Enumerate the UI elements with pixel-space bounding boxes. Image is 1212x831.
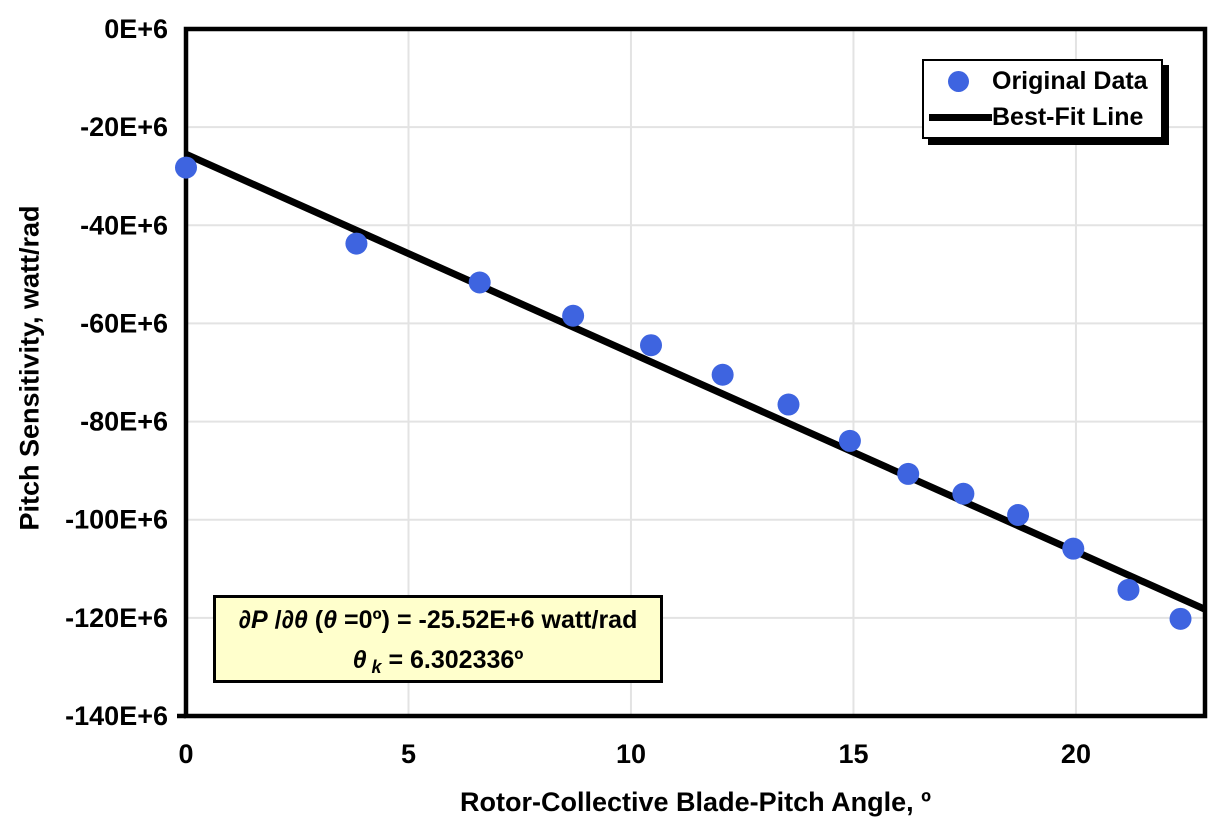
- x-axis-title: Rotor-Collective Blade-Pitch Angle, º: [460, 787, 931, 817]
- y-tick-label: -120E+6: [65, 603, 168, 633]
- legend-marker-cell: [924, 113, 992, 121]
- annotation-text-segment: (: [307, 606, 324, 634]
- data-point: [711, 363, 734, 386]
- data-point: [640, 334, 663, 357]
- annotation-text-segment: θ: [352, 646, 367, 674]
- best-fit-line: [184, 151, 1207, 613]
- annotation-text-segment: k: [366, 657, 382, 677]
- annotation-text-segment: ∂P: [238, 606, 268, 634]
- x-tick-label: 10: [616, 739, 646, 769]
- annotation-box: ∂P /∂θ (θ =0º) = -25.52E+6 watt/rad θ k …: [213, 595, 663, 683]
- data-point: [897, 462, 920, 485]
- legend-label-best-fit-line: Best-Fit Line: [992, 102, 1144, 131]
- y-tick-label: -80E+6: [80, 407, 168, 437]
- annotation-line-2: θ k = 6.302336º: [216, 640, 660, 687]
- x-tick-label: 5: [401, 739, 416, 769]
- legend-entry-best-fit-line: Best-Fit Line: [924, 101, 1161, 133]
- annotation-text-segment: = 6.302336º: [381, 646, 524, 674]
- data-point: [777, 393, 800, 416]
- data-point: [562, 304, 585, 327]
- scatter-marker-icon: [947, 70, 969, 92]
- y-tick-label: -60E+6: [80, 308, 168, 338]
- annotation-line-1: ∂P /∂θ (θ =0º) = -25.52E+6 watt/rad: [216, 600, 660, 640]
- legend-marker-cell: [924, 70, 992, 92]
- y-tick-label: -140E+6: [65, 701, 168, 731]
- data-point: [1062, 537, 1085, 560]
- y-tick-label: -40E+6: [80, 210, 168, 240]
- y-axis-title: Pitch Sensitivity, watt/rad: [14, 205, 45, 531]
- data-point: [952, 482, 975, 505]
- legend-label-original-data: Original Data: [992, 66, 1148, 95]
- data-point: [1169, 607, 1192, 630]
- data-point: [838, 429, 861, 452]
- x-tick-label: 15: [838, 739, 868, 769]
- data-point: [1117, 578, 1140, 601]
- y-tick-label: -100E+6: [65, 505, 168, 535]
- x-tick-label: 0: [178, 739, 193, 769]
- line-swatch-icon: [929, 113, 992, 121]
- y-tick-label: -20E+6: [80, 112, 168, 142]
- y-tick-label: 0E+6: [104, 14, 168, 44]
- data-point: [1007, 504, 1030, 527]
- annotation-text-segment: ∂θ: [281, 606, 308, 634]
- data-point: [345, 232, 368, 255]
- annotation-text-segment: θ: [323, 606, 338, 634]
- data-point: [175, 156, 197, 179]
- legend: Original Data Best-Fit Line: [922, 59, 1163, 139]
- x-tick-label: 20: [1061, 739, 1091, 769]
- plot-border: [183, 26, 1208, 719]
- legend-entry-original-data: Original Data: [924, 65, 1161, 97]
- annotation-text-segment: /: [267, 606, 282, 634]
- annotation-text-segment: =0º) = -25.52E+6 watt/rad: [337, 606, 638, 634]
- data-point: [468, 271, 491, 294]
